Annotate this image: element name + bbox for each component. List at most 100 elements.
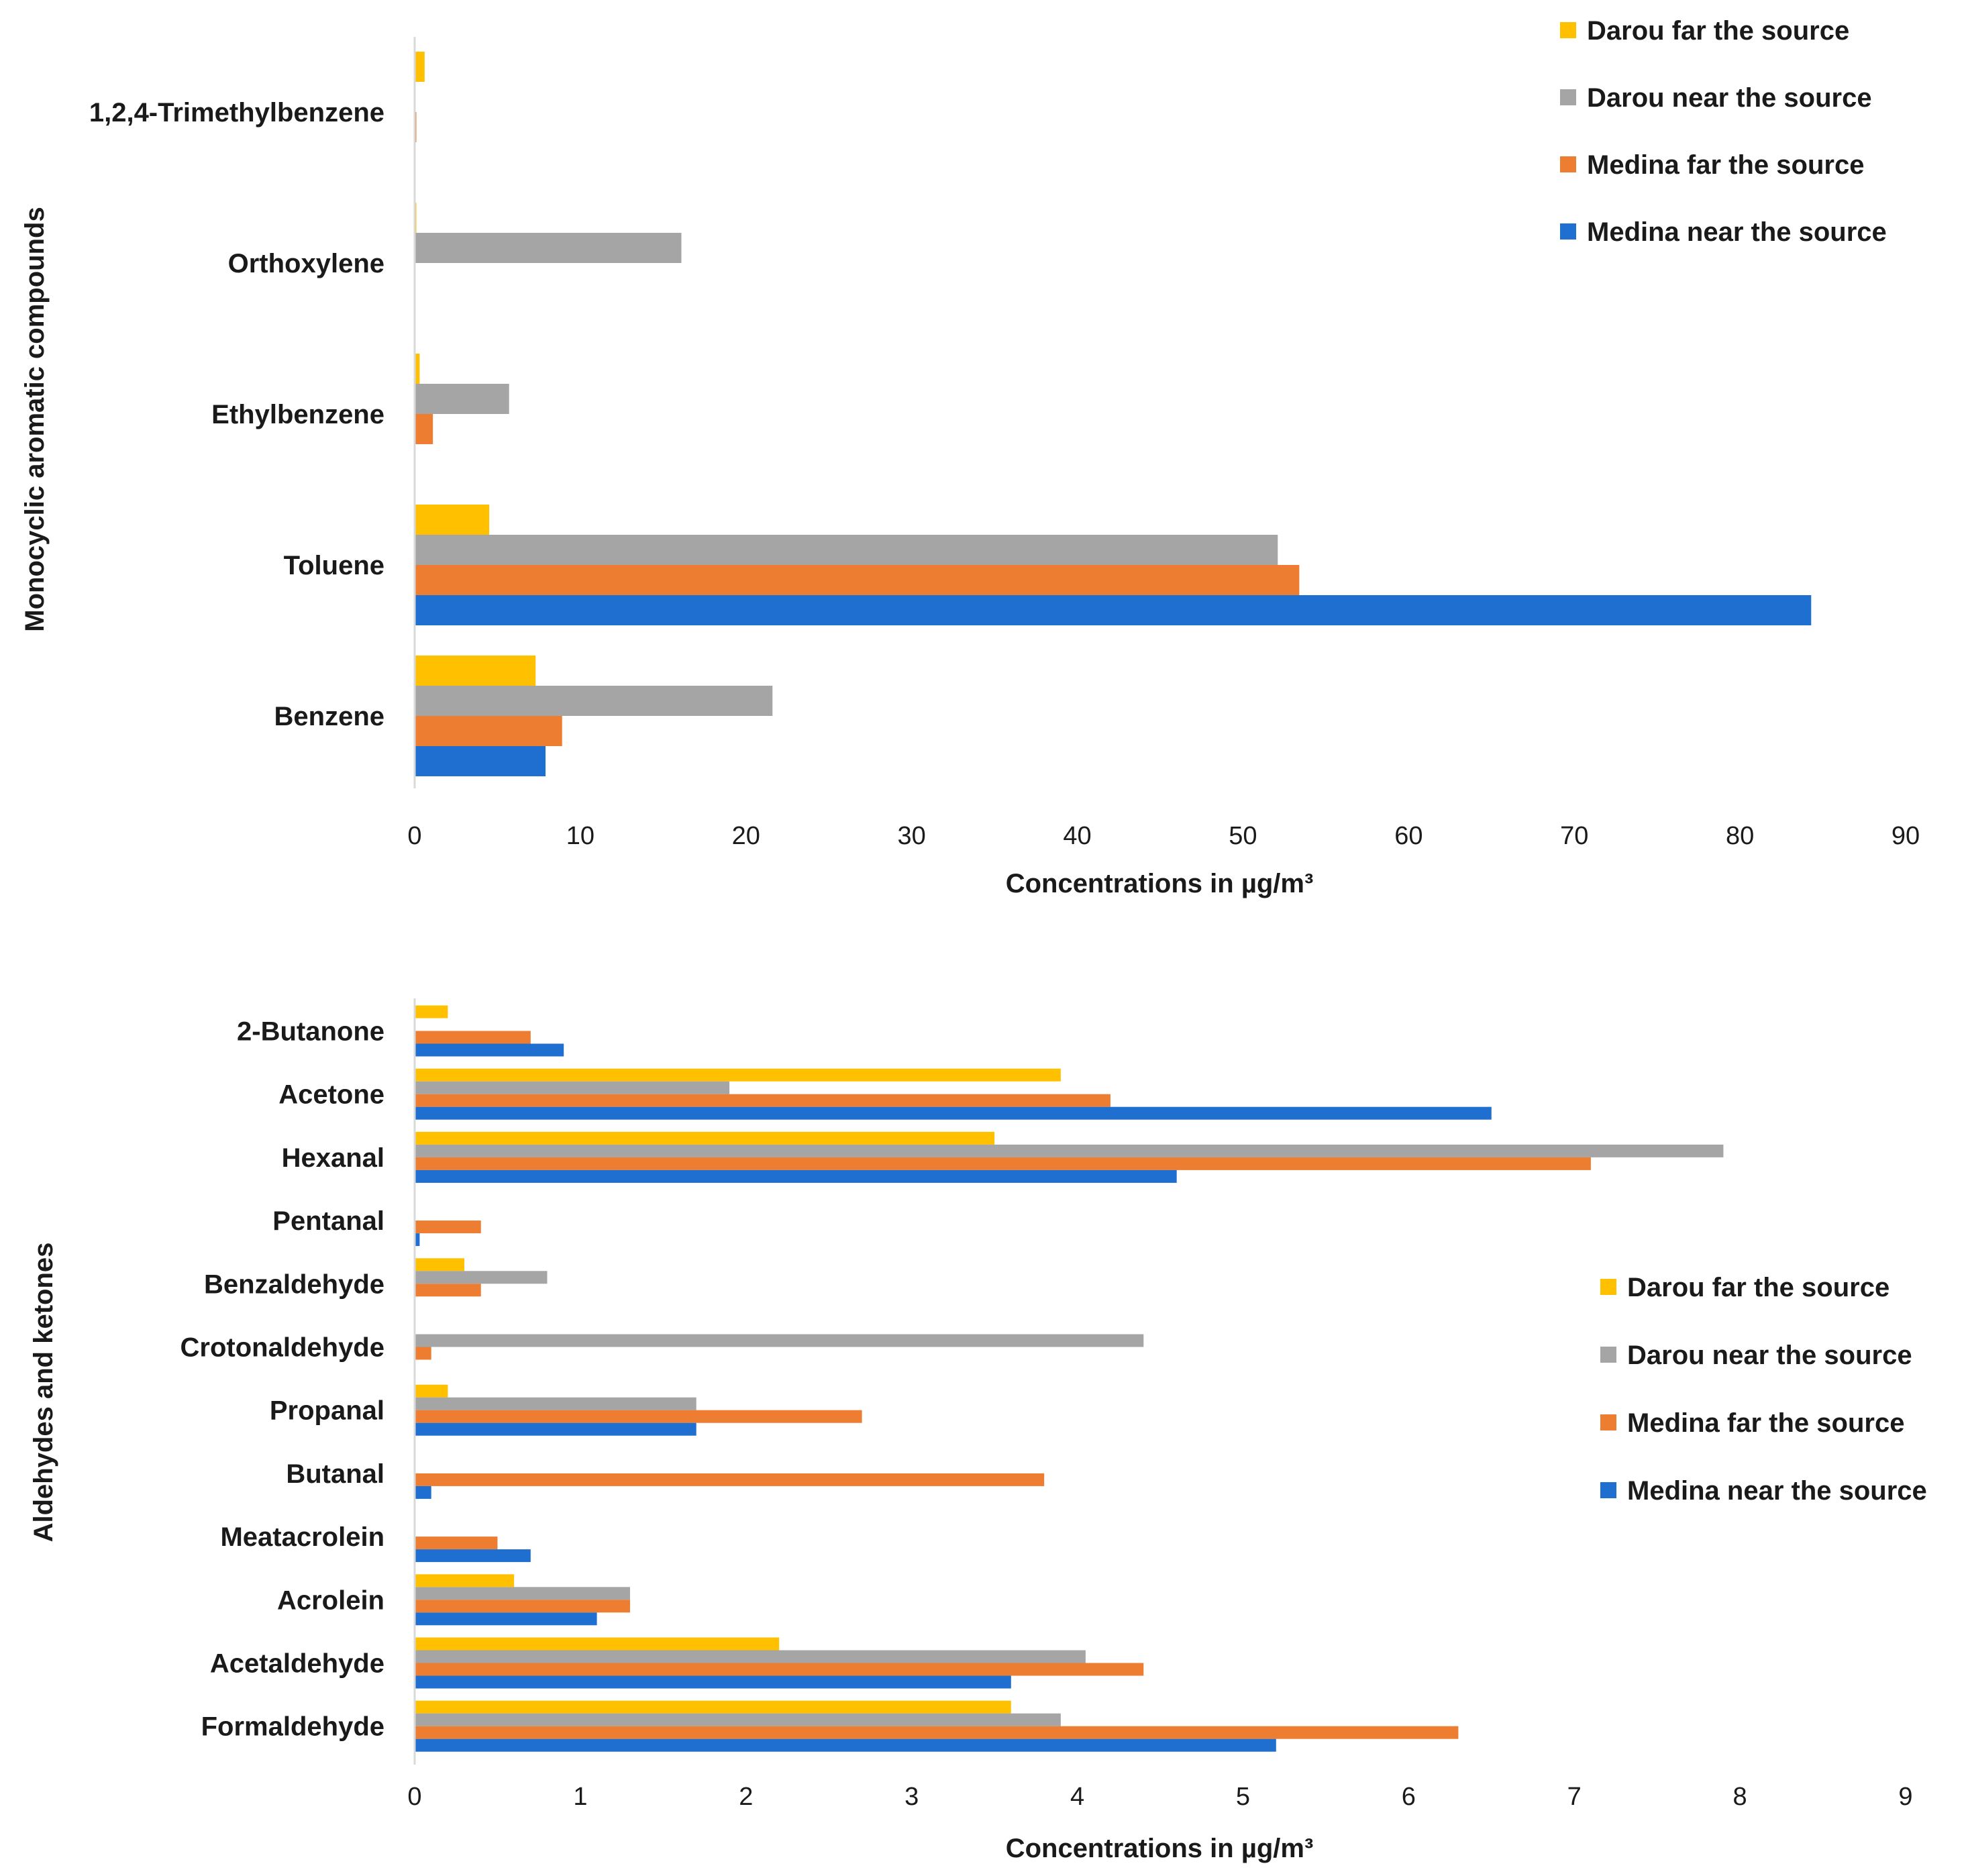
x-tick-label: 5 [1236, 1783, 1250, 1811]
chart-monocyclic-aromatics: 1,2,4-Trimethylbenzene Orthoxylene Ethylbe… [20, 16, 1920, 898]
x-tick-label: 8 [1733, 1783, 1747, 1811]
bar-darou-far-the-source-ethylbenzene [415, 354, 420, 384]
legend-label-medina-far-the-source: Medina far the source [1627, 1408, 1904, 1438]
x-tick-label: 10 [566, 822, 594, 850]
bar-medina-near-the-source-pentanal [415, 1233, 420, 1247]
bar-darou-near-the-source-orthoxylene [415, 233, 682, 263]
bar-medina-far-the-source-ethylbenzene [415, 414, 433, 444]
x-tick-label: 0 [407, 822, 421, 850]
bar-darou-near-the-source-acetone [415, 1081, 730, 1094]
x-tick-label: 40 [1063, 822, 1091, 850]
legend-swatch-darou-far-the-source [1600, 1279, 1616, 1295]
bar-darou-near-the-source-acetaldehyde [415, 1650, 1086, 1663]
legend-swatch-medina-near-the-source [1600, 1482, 1616, 1498]
legend-swatch-darou-near-the-source [1560, 89, 1576, 105]
bar-medina-far-the-source-acetone [415, 1094, 1110, 1107]
bar-darou-far-the-source-propanal [415, 1384, 448, 1398]
bar-medina-far-the-source-acrolein [415, 1600, 630, 1613]
bar-medina-near-the-source-formaldehyde [415, 1738, 1276, 1752]
category-label: Benzaldehyde [204, 1269, 384, 1299]
bar-darou-far-the-source-hexanal [415, 1131, 995, 1145]
x-tick-label: 60 [1394, 822, 1422, 850]
y-axis-title: Monocyclic aromatic compounds [20, 207, 50, 631]
bar-medina-far-the-source-butanal [415, 1473, 1045, 1486]
bar-medina-near-the-source-acetone [415, 1106, 1492, 1120]
legend-label-darou-near-the-source: Darou near the source [1627, 1341, 1912, 1370]
bar-medina-near-the-source-butanal [415, 1486, 431, 1499]
bar-medina-far-the-source-benzaldehyde [415, 1284, 481, 1297]
legend-label-darou-near-the-source: Darou near the source [1587, 83, 1872, 113]
category-label: 1,2,4-Trimethylbenzene [89, 98, 384, 127]
category-label: Hexanal [282, 1143, 384, 1173]
category-label: Acetaldehyde [210, 1649, 384, 1679]
bar-medina-far-the-source-crotonaldehyde [415, 1347, 431, 1360]
x-tick-label: 80 [1726, 822, 1754, 850]
legend-swatch-medina-near-the-source [1560, 223, 1576, 240]
category-label: Propanal [270, 1396, 384, 1426]
bar-medina-far-the-source-meatacrolein [415, 1536, 498, 1550]
bar-darou-far-the-source-2-butanone [415, 1005, 448, 1019]
x-tick-label: 0 [407, 1783, 421, 1811]
x-tick-label: 9 [1898, 1783, 1912, 1811]
bar-darou-far-the-source-1-2-4-trimethylbenzene [415, 52, 425, 82]
legend: Darou far the source Darou near the sourc… [1560, 16, 1887, 247]
category-label: Crotonaldehyde [180, 1333, 384, 1363]
bar-darou-near-the-source-benzene [415, 686, 773, 716]
bar-medina-far-the-source-toluene [415, 565, 1300, 595]
bar-medina-near-the-source-hexanal [415, 1169, 1177, 1183]
category-label: Meatacrolein [220, 1522, 384, 1552]
bar-medina-far-the-source-acetaldehyde [415, 1663, 1144, 1676]
legend-swatch-medina-far-the-source [1560, 156, 1576, 172]
chart-aldehydes-ketones: 2-Butanone Acetone Hexanal Pentanal Benzalde… [29, 998, 1927, 1863]
bar-darou-far-the-source-toluene [415, 505, 490, 535]
bar-medina-far-the-source-benzene [415, 716, 562, 746]
category-label: Formaldehyde [201, 1712, 384, 1742]
legend-swatch-medina-far-the-source [1600, 1414, 1616, 1430]
category-label: Orthoxylene [228, 249, 384, 278]
bar-medina-near-the-source-meatacrolein [415, 1549, 531, 1563]
category-label: Ethylbenzene [211, 400, 384, 429]
bar-darou-far-the-source-acetone [415, 1068, 1061, 1082]
bar-darou-near-the-source-ethylbenzene [415, 384, 509, 414]
bar-darou-far-the-source-formaldehyde [415, 1700, 1011, 1714]
category-label: Pentanal [272, 1206, 384, 1236]
legend-label-medina-near-the-source: Medina near the source [1627, 1476, 1927, 1506]
bar-medina-near-the-source-toluene [415, 595, 1812, 625]
bar-darou-far-the-source-acrolein [415, 1574, 515, 1587]
x-tick-label: 70 [1560, 822, 1588, 850]
x-tick-label: 7 [1567, 1783, 1582, 1811]
bar-darou-near-the-source-formaldehyde [415, 1713, 1061, 1726]
x-tick-label: 20 [732, 822, 760, 850]
x-tick-label: 3 [904, 1783, 919, 1811]
bar-medina-near-the-source-propanal [415, 1422, 696, 1436]
legend-label-medina-far-the-source: Medina far the source [1587, 150, 1864, 180]
bar-medina-far-the-source-formaldehyde [415, 1726, 1459, 1739]
legend-swatch-darou-near-the-source [1600, 1347, 1616, 1363]
bar-medina-near-the-source-acetaldehyde [415, 1675, 1011, 1689]
x-axis-title: Concentrations in µg/m³ [1006, 869, 1314, 898]
bar-darou-near-the-source-hexanal [415, 1144, 1724, 1157]
bar-darou-near-the-source-toluene [415, 535, 1278, 565]
bar-darou-far-the-source-acetaldehyde [415, 1637, 780, 1651]
bar-darou-near-the-source-benzaldehyde [415, 1271, 548, 1284]
legend-label-medina-near-the-source: Medina near the source [1587, 217, 1887, 247]
legend: Darou far the source Darou near the sourc… [1600, 1273, 1927, 1506]
legend-label-darou-far-the-source: Darou far the source [1627, 1273, 1890, 1302]
category-label: Benzene [274, 702, 385, 731]
bar-medina-near-the-source-acrolein [415, 1612, 597, 1626]
bar-darou-near-the-source-acrolein [415, 1587, 630, 1600]
x-tick-label: 1 [573, 1783, 587, 1811]
bar-medina-far-the-source-pentanal [415, 1220, 481, 1234]
x-tick-label: 2 [739, 1783, 753, 1811]
bar-darou-far-the-source-benzaldehyde [415, 1258, 465, 1271]
x-tick-label: 90 [1892, 822, 1920, 850]
bar-medina-near-the-source-2-butanone [415, 1043, 564, 1057]
x-tick-label: 4 [1070, 1783, 1084, 1811]
x-tick-label: 30 [898, 822, 926, 850]
bar-darou-far-the-source-benzene [415, 656, 536, 686]
legend-swatch-darou-far-the-source [1560, 22, 1576, 38]
legend-label-darou-far-the-source: Darou far the source [1587, 16, 1849, 46]
x-axis-title: Concentrations in µg/m³ [1006, 1834, 1314, 1863]
bar-medina-far-the-source-hexanal [415, 1157, 1591, 1170]
